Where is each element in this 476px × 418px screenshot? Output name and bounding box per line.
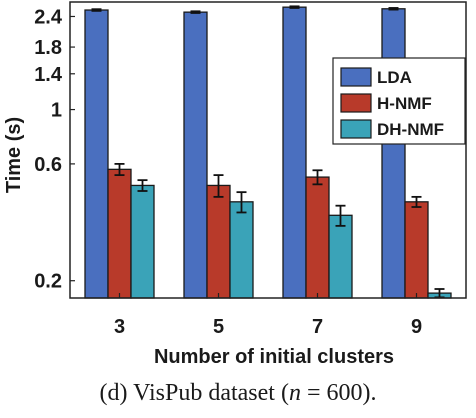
y-tick-label: 1.8 [34,37,62,59]
y-tick-label: 1 [51,100,62,122]
bar-dh-nmf-5 [229,201,254,299]
bar-h-nmf-7 [305,176,330,299]
legend: LDA H-NMF DH-NMF [332,57,466,145]
bar-dh-nmf-7 [328,214,353,299]
y-tick-label: 1.4 [34,64,63,86]
error-bar-lda-9 [388,7,399,11]
error-bar-dh-nmf-7 [335,204,346,227]
legend-swatch-h-nmf [340,93,372,113]
y-tick-label: 0.6 [34,154,62,176]
legend-swatch-dh-nmf [340,119,372,139]
legend-swatch-lda [340,67,372,87]
error-bar-h-nmf-9 [411,195,422,208]
caption-prefix: (d) VisPub dataset ( [99,380,289,406]
error-bar-h-nmf-3 [114,162,125,176]
bar-lda-7 [282,6,307,299]
error-bar-lda-5 [190,10,201,14]
x-tick-label: 7 [312,316,323,338]
chart: 0.2 0.6 1 1.4 1.8 2.4 3 5 7 9 Time (s) Number of… [3,1,467,368]
x-tick-label: 9 [411,316,422,338]
error-bar-dh-nmf-5 [236,191,247,214]
x-tick-label: 3 [114,316,125,338]
bars-layer [84,5,452,299]
y-axis-ticks: 0.2 0.6 1 1.4 1.8 2.4 [34,6,75,293]
figure-caption: (d) VisPub dataset (n = 600). [0,380,476,407]
y-axis-label: Time (s) [3,117,25,193]
bar-h-nmf-9 [404,201,429,299]
error-bar-lda-3 [91,8,102,12]
plot-frame [69,1,467,299]
bar-dh-nmf-3 [130,184,155,299]
bar-lda-5 [183,11,208,299]
bar-h-nmf-5 [206,184,231,299]
error-bar-h-nmf-5 [213,174,224,198]
error-bar-h-nmf-7 [312,169,323,186]
x-tick-label: 5 [213,316,224,338]
error-bar-lda-7 [289,5,300,9]
y-tick-label: 0.2 [34,271,62,293]
caption-variable: n [288,380,301,406]
y-tick-label: 2.4 [34,6,63,28]
x-axis-label: Number of initial clusters [154,346,394,368]
error-bar-dh-nmf-3 [137,179,148,192]
bar-h-nmf-3 [107,168,132,299]
x-axis-ticks: 3 5 7 9 [114,293,422,338]
legend-label-dh-nmf: DH-NMF [377,120,444,139]
bar-lda-3 [84,9,109,299]
bar-lda-9 [381,8,406,299]
legend-label-lda: LDA [377,68,412,87]
caption-suffix: = 600). [300,380,377,406]
legend-label-h-nmf: H-NMF [377,94,432,113]
